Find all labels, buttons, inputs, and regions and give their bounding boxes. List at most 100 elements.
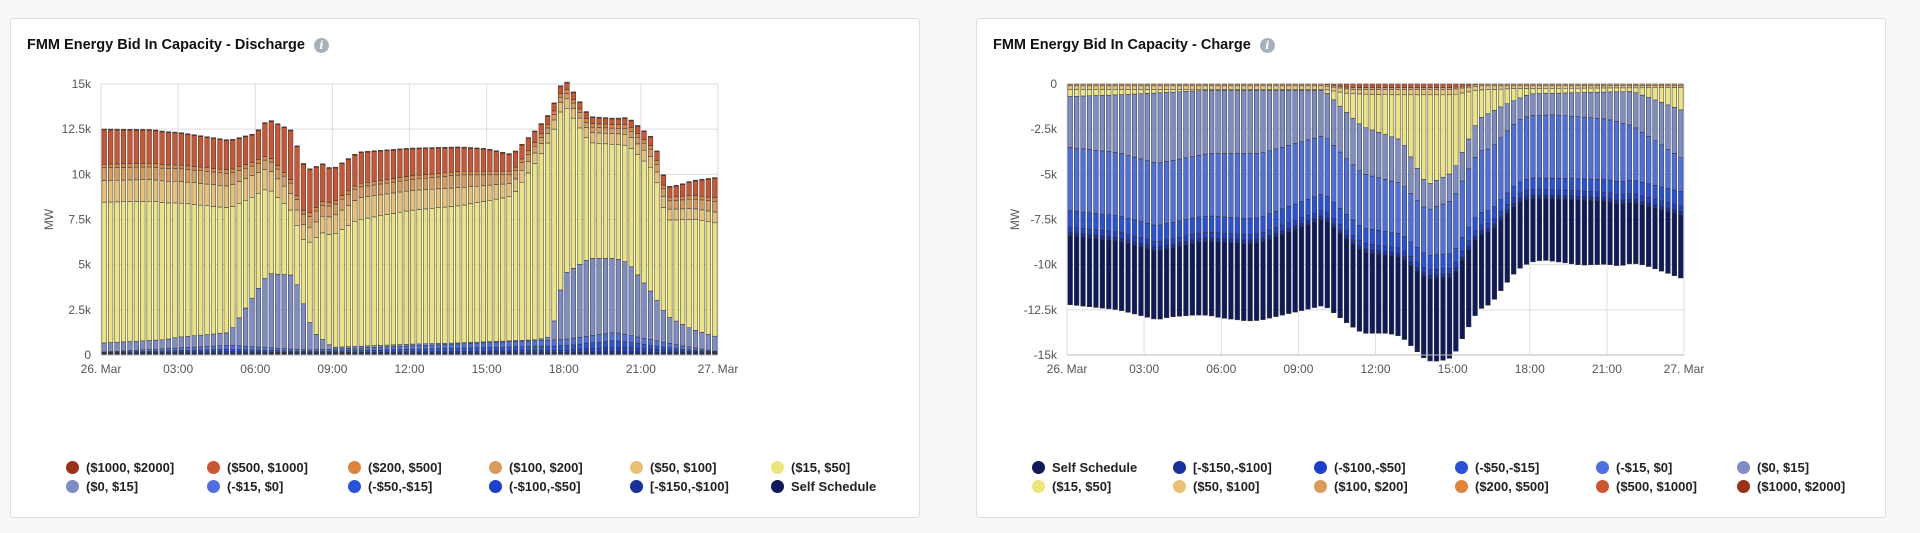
discharge-bar-segment-15-0[interactable]: [635, 336, 641, 344]
charge-bar-segment-150-100[interactable]: [1459, 256, 1465, 261]
discharge-bar-segment-15-50[interactable]: [230, 206, 236, 328]
charge-bar-segment-0-15[interactable]: [1408, 156, 1414, 194]
charge-bar-segment-0-15[interactable]: [1401, 145, 1407, 187]
discharge-bar-segment-50-15[interactable]: [583, 343, 589, 350]
charge-bar-segment-0-15[interactable]: [1093, 95, 1099, 151]
discharge-bar-segment-50-100[interactable]: [127, 179, 133, 202]
charge-bar-segment-self-schedule[interactable]: [1369, 253, 1375, 334]
discharge-bar-segment-200-500[interactable]: [320, 201, 326, 206]
discharge-bar-segment-0-15[interactable]: [275, 273, 281, 349]
discharge-bar-segment-200-500[interactable]: [532, 142, 538, 147]
discharge-bar-segment-50-15[interactable]: [474, 347, 480, 352]
discharge-bar-segment-1000-2000[interactable]: [108, 128, 114, 131]
discharge-bar-segment-50-15[interactable]: [602, 341, 609, 348]
charge-bar[interactable]: [1363, 83, 1369, 334]
charge-bar-segment-100-50[interactable]: [1266, 229, 1273, 236]
legend-item-50-100[interactable]: ($50, $100]: [1173, 478, 1314, 494]
discharge-bar-segment-200-500[interactable]: [326, 202, 332, 207]
charge-bar-segment-self-schedule[interactable]: [1652, 208, 1658, 270]
charge-bar-segment-15-0[interactable]: [1215, 153, 1221, 217]
discharge-bar-segment-100-50[interactable]: [583, 348, 589, 353]
discharge-bar-segment-0-15[interactable]: [333, 346, 339, 350]
charge-bar-segment-100-50[interactable]: [1556, 189, 1562, 196]
discharge-bar-segment-50-15[interactable]: [609, 340, 615, 348]
charge-bar-segment-150-100[interactable]: [1170, 243, 1176, 248]
discharge-bar-segment-15-50[interactable]: [268, 190, 274, 275]
discharge-bar-segment-50-100[interactable]: [140, 179, 146, 202]
discharge-bar-segment-500-1000[interactable]: [268, 121, 274, 159]
discharge-bar-segment-1000-2000[interactable]: [628, 119, 634, 122]
discharge-bar-segment-50-15[interactable]: [667, 347, 673, 351]
discharge-bar-segment-50-100[interactable]: [506, 183, 512, 198]
discharge-bar-segment-1000-2000[interactable]: [236, 137, 242, 139]
charge-bar-segment-50-15[interactable]: [1588, 178, 1594, 192]
charge-bar-segment-100-200[interactable]: [1478, 83, 1485, 87]
charge-bar-segment-50-100[interactable]: [1504, 85, 1510, 90]
charge-bar-segment-15-50[interactable]: [1350, 93, 1356, 119]
discharge-bar-segment-15-50[interactable]: [506, 196, 512, 342]
discharge-bar-segment-100-200[interactable]: [217, 172, 223, 186]
charge-bar-segment-self-schedule[interactable]: [1331, 227, 1337, 314]
charge-bar-segment-15-0[interactable]: [1344, 158, 1350, 215]
discharge-bar-segment-50-100[interactable]: [532, 152, 538, 164]
charge-bar[interactable]: [1646, 83, 1652, 267]
charge-bar-segment-150-100[interactable]: [1131, 241, 1138, 246]
discharge-bar-segment-500-1000[interactable]: [654, 151, 660, 161]
charge-bar-segment-0-15[interactable]: [1594, 92, 1600, 119]
charge-bar-segment-self-schedule[interactable]: [1382, 254, 1388, 334]
charge-bar-segment-15-50[interactable]: [1125, 89, 1131, 95]
discharge-bar-segment-15-50[interactable]: [378, 215, 384, 346]
legend-item-15-0[interactable]: (-$15, $0]: [207, 478, 348, 494]
charge-bar-segment-self-schedule[interactable]: [1221, 242, 1228, 319]
charge-bar-segment-50-100[interactable]: [1247, 85, 1253, 90]
discharge-bar-segment-0-15[interactable]: [120, 341, 127, 352]
charge-bar-segment-150-100[interactable]: [1112, 236, 1118, 242]
discharge-bar-segment-500-1000[interactable]: [153, 130, 159, 164]
discharge-bar-segment-50-100[interactable]: [371, 195, 377, 218]
discharge-bar-segment-150-100[interactable]: [590, 351, 596, 354]
charge-bar-segment-100-200[interactable]: [1099, 83, 1105, 87]
discharge-bar-segment-1000-2000[interactable]: [133, 129, 139, 131]
charge-bar-segment-15-0[interactable]: [1491, 144, 1497, 207]
charge-bar-segment-0-15[interactable]: [1189, 90, 1195, 157]
discharge-bar[interactable]: [423, 147, 429, 356]
charge-bar-segment-100-50[interactable]: [1523, 190, 1530, 197]
charge-bar-segment-50-15[interactable]: [1093, 213, 1099, 231]
discharge-bar-segment-1000-2000[interactable]: [320, 163, 326, 165]
discharge-bar-segment-100-200[interactable]: [236, 170, 242, 182]
charge-bar[interactable]: [1286, 83, 1292, 314]
discharge-bar-segment-100-200[interactable]: [622, 128, 628, 135]
discharge-bar-segment-50-15[interactable]: [545, 345, 551, 351]
charge-bar-segment-50-100[interactable]: [1498, 85, 1504, 90]
discharge-bar[interactable]: [243, 135, 249, 356]
discharge-bar-segment-50-15[interactable]: [467, 347, 474, 352]
charge-bar-segment-0-15[interactable]: [1266, 90, 1273, 152]
charge-bar-segment-50-100[interactable]: [1144, 85, 1150, 90]
discharge-bar-segment-500-1000[interactable]: [358, 152, 364, 184]
discharge-bar-segment-0-15[interactable]: [673, 320, 679, 346]
discharge-bar-segment-15-50[interactable]: [474, 202, 480, 343]
charge-bar-segment-50-15[interactable]: [1286, 206, 1292, 224]
charge-bar-segment-0-15[interactable]: [1119, 94, 1125, 154]
charge-bar-segment-0-15[interactable]: [1472, 125, 1478, 158]
charge-bar-segment-150-100[interactable]: [1633, 199, 1639, 204]
charge-bar-segment-500-1000[interactable]: [1459, 83, 1465, 87]
charge-bar-segment-15-0[interactable]: [1254, 153, 1260, 218]
charge-bar-segment-150-100[interactable]: [1652, 204, 1658, 209]
charge-bar-segment-150-100[interactable]: [1530, 194, 1536, 199]
discharge-bar-segment-100-200[interactable]: [210, 171, 217, 185]
charge-bar-segment-150-100[interactable]: [1254, 239, 1260, 244]
charge-bar-segment-100-50[interactable]: [1562, 190, 1568, 196]
charge-bar-segment-100-50[interactable]: [1633, 193, 1639, 200]
discharge-bar[interactable]: [647, 135, 654, 356]
discharge-bar-segment-1000-2000[interactable]: [673, 185, 679, 187]
discharge-bar-segment-1000-2000[interactable]: [570, 91, 576, 94]
charge-bar-segment-150-100[interactable]: [1286, 227, 1292, 233]
charge-bar-segment-150-100[interactable]: [1427, 274, 1433, 280]
discharge-bar-segment-15-50[interactable]: [583, 137, 589, 261]
discharge-bar-segment-1000-2000[interactable]: [339, 162, 345, 164]
discharge-bar-segment-1000-2000[interactable]: [500, 151, 506, 154]
discharge-bar-segment-50-100[interactable]: [345, 205, 352, 226]
charge-bar-segment-self-schedule[interactable]: [1228, 242, 1234, 320]
charge-bar-segment-self-schedule[interactable]: [1678, 214, 1684, 279]
